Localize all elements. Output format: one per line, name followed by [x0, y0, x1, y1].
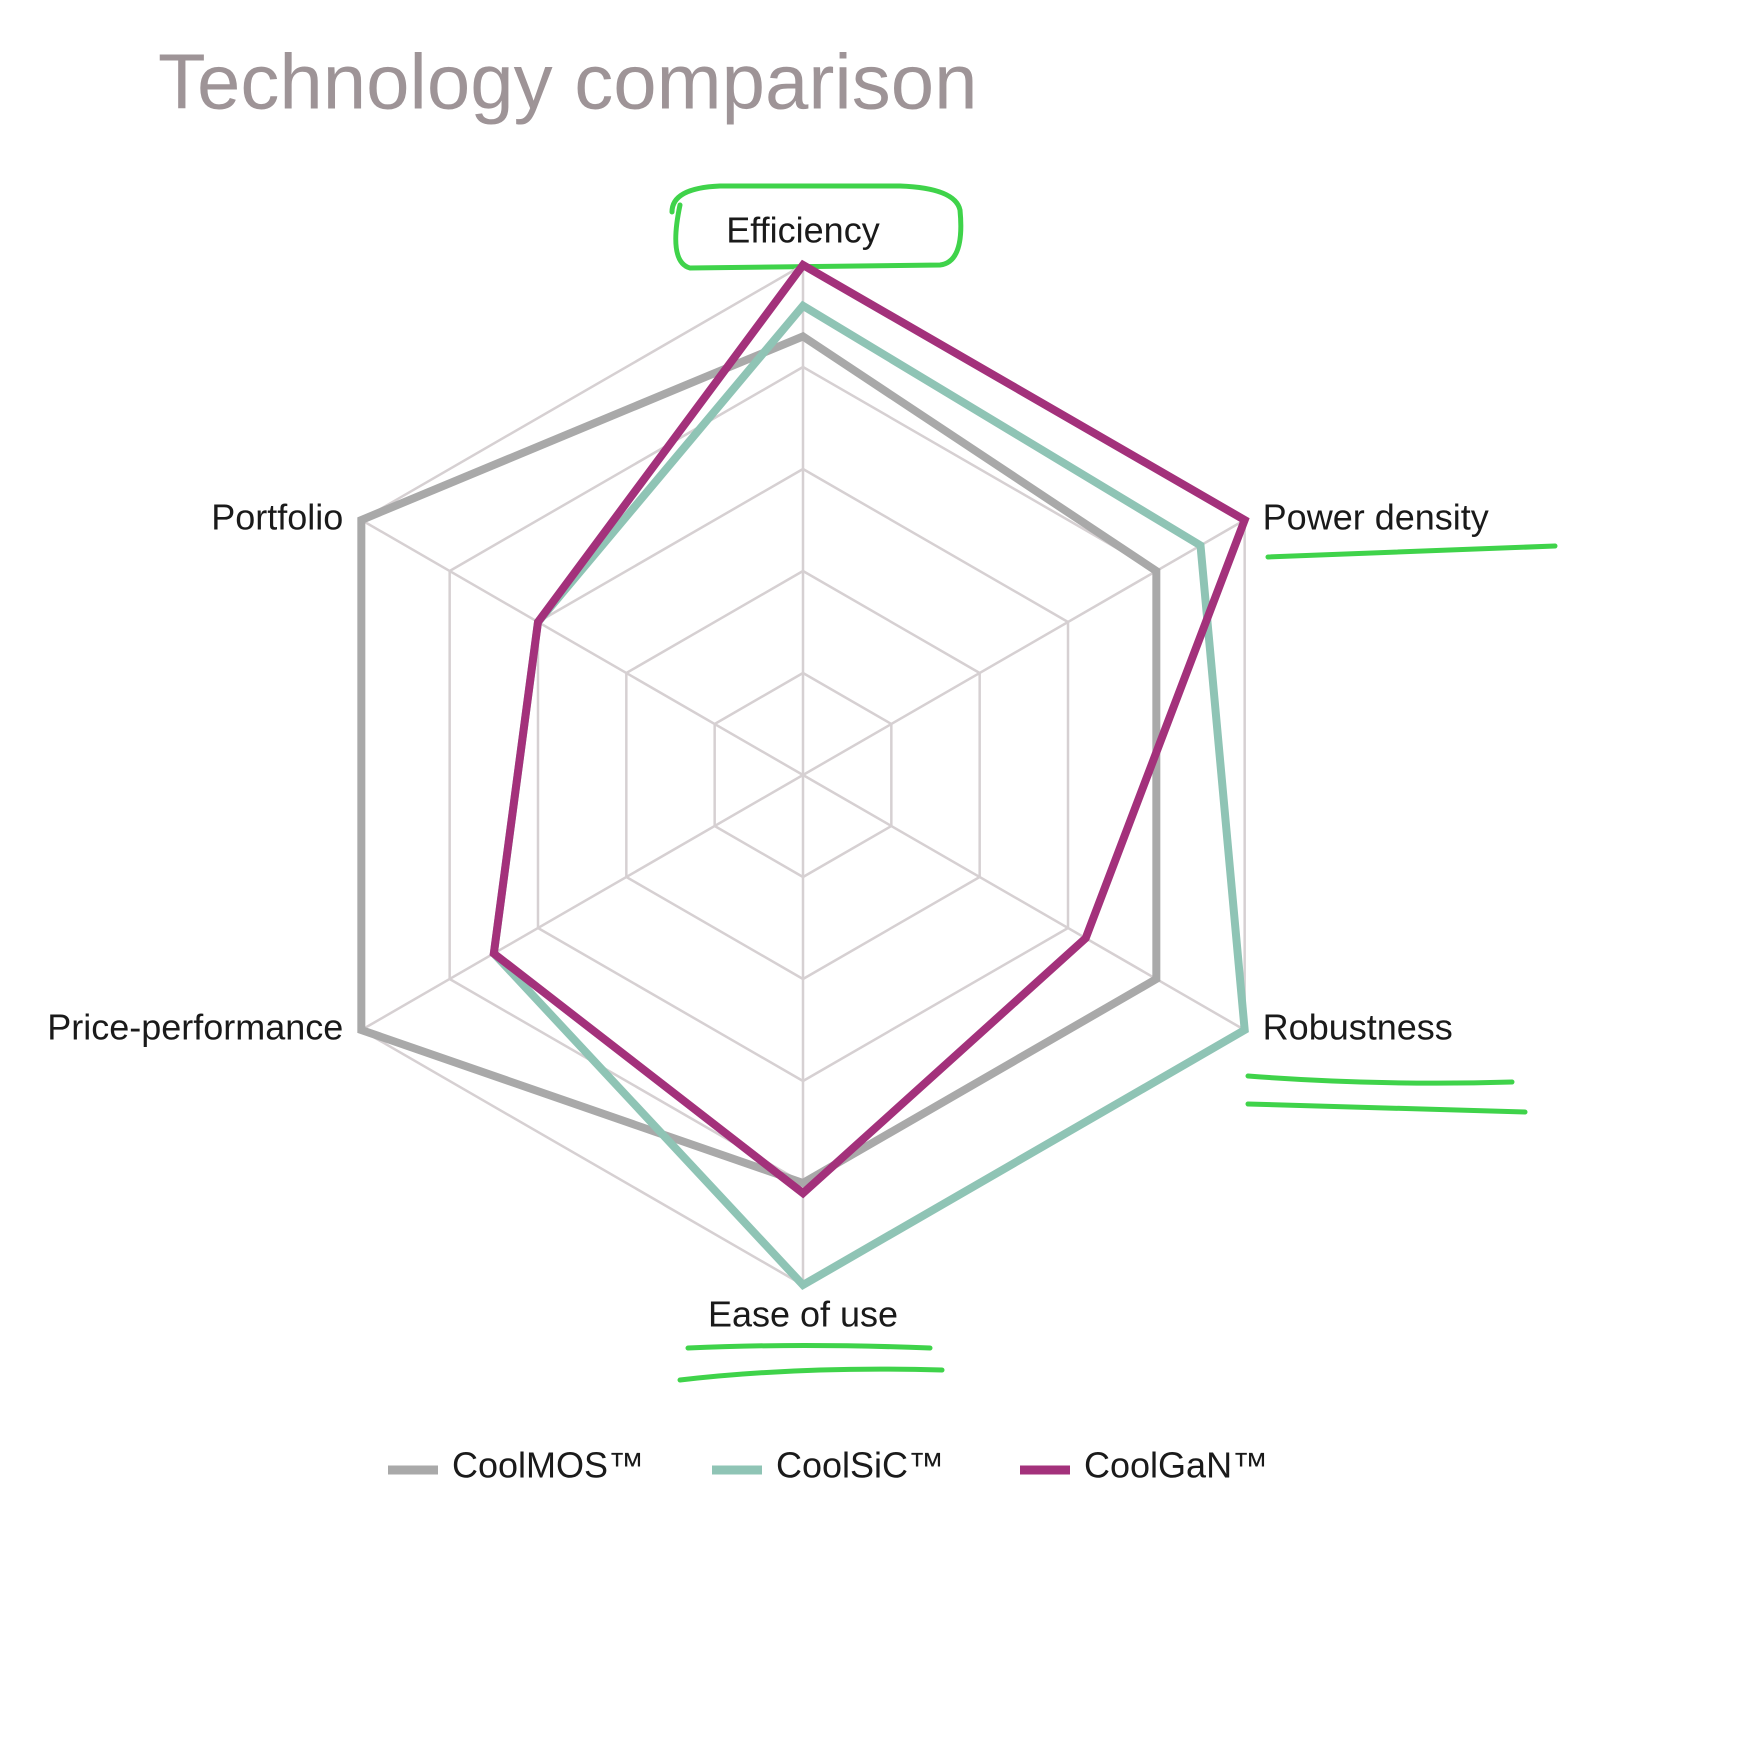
axis-label: Price-performance	[47, 1007, 343, 1048]
grid-spoke	[360, 773, 804, 1032]
highlight-box	[669, 183, 964, 271]
underline	[1245, 1073, 1515, 1086]
axis-label: Efficiency	[726, 210, 879, 251]
legend-label: CoolGaN™	[1084, 1445, 1268, 1486]
chart-title: Technology comparison	[158, 38, 977, 126]
annotations	[669, 183, 1558, 1383]
underline	[685, 1343, 933, 1351]
underline	[1245, 1101, 1528, 1115]
axis-label: Power density	[1263, 497, 1489, 538]
series-line	[357, 331, 1161, 1188]
legend-label: CoolMOS™	[452, 1445, 644, 1486]
grid-spoke	[802, 773, 1246, 1032]
legend-label: CoolSiC™	[776, 1445, 944, 1486]
grid-spoke	[360, 518, 804, 777]
grid-spoke	[802, 518, 1246, 777]
axis-label: Robustness	[1263, 1007, 1453, 1048]
underline	[677, 1366, 945, 1383]
axis-label: Portfolio	[211, 497, 343, 538]
axis-label: Ease of use	[708, 1294, 898, 1335]
series-line	[489, 259, 1250, 1199]
underline	[1265, 543, 1558, 560]
